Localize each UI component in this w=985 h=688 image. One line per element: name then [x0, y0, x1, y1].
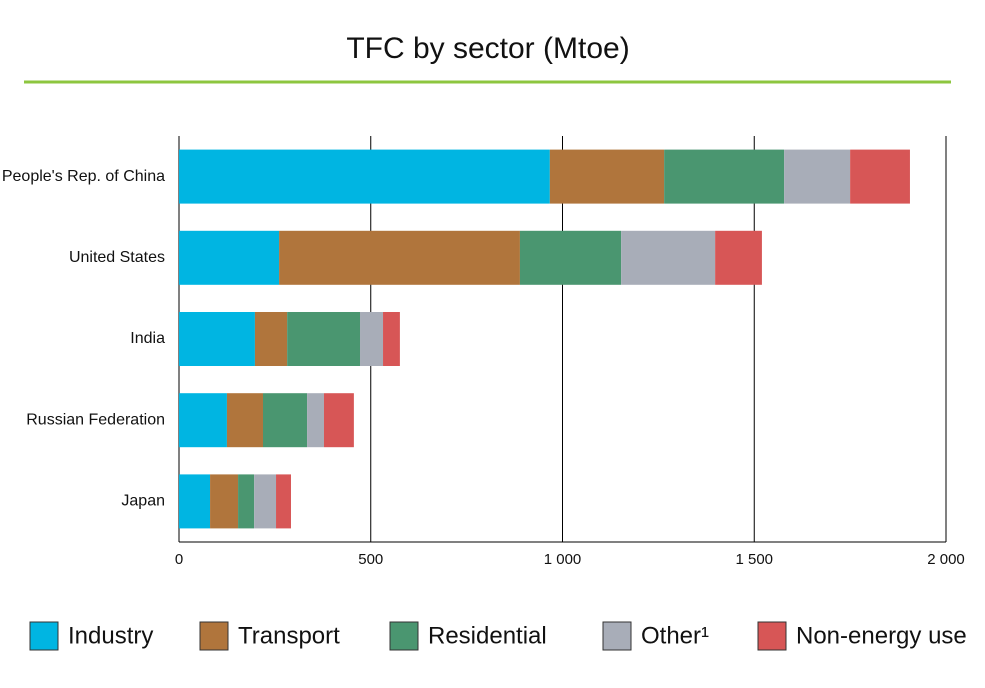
y-tick-label: United States — [69, 249, 165, 266]
bar-segment — [279, 230, 520, 285]
x-tick-label: 1 000 — [544, 551, 582, 568]
bar-segment — [664, 149, 785, 204]
legend-swatch — [199, 621, 229, 651]
bar-segment — [323, 393, 354, 448]
bar-segment — [784, 149, 851, 204]
chart-title: TFC by sector (Mtoe) — [346, 32, 629, 65]
legend-swatch — [29, 621, 59, 651]
x-tick-label: 0 — [175, 551, 183, 568]
x-tick-label: 1 500 — [735, 551, 773, 568]
x-tick-label: 500 — [358, 551, 383, 568]
bar-segment — [307, 393, 324, 448]
bar-segment — [276, 474, 291, 529]
y-tick-label: Japan — [121, 493, 165, 510]
legend-swatch — [757, 621, 787, 651]
bar-segment — [179, 312, 255, 366]
x-tick-label: 2 000 — [927, 551, 965, 568]
legend-label: Industry — [68, 622, 153, 649]
bar-segment — [179, 474, 211, 529]
bar-segment — [360, 312, 384, 366]
legend-label: Residential — [428, 622, 547, 649]
bar-segment — [715, 230, 762, 285]
bar-segment — [621, 230, 716, 285]
y-tick-label: People's Rep. of China — [2, 168, 165, 185]
bar-segment — [262, 393, 308, 448]
bar-segment — [850, 149, 910, 204]
bar-segment — [179, 393, 227, 448]
legend-swatch — [389, 621, 419, 651]
bar-segment — [549, 149, 665, 204]
bar-segment — [179, 230, 280, 285]
bar-segment — [287, 312, 361, 366]
bar-segment — [238, 474, 255, 529]
bar-segment — [254, 312, 288, 366]
legend-label: Non-energy use — [796, 622, 967, 649]
legend-label: Transport — [238, 622, 340, 649]
bar-segment — [519, 230, 622, 285]
bar-segment — [383, 312, 400, 366]
y-tick-label: Russian Federation — [26, 411, 165, 428]
bar-segment — [254, 474, 277, 529]
legend-swatch — [602, 621, 632, 651]
legend-label: Other¹ — [641, 622, 709, 649]
bar-segment — [226, 393, 263, 448]
bar-segment — [210, 474, 239, 529]
y-tick-label: India — [130, 330, 165, 347]
bar-segment — [179, 149, 550, 204]
